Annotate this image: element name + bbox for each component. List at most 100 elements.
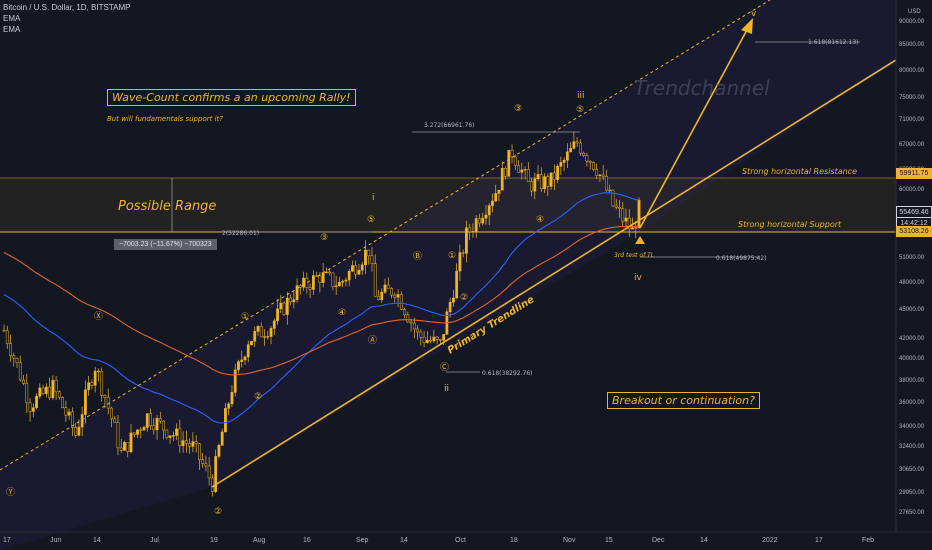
- candle-body: [25, 383, 29, 404]
- candle-body: [266, 336, 270, 338]
- candle-body: [240, 359, 244, 362]
- candle-body: [139, 429, 143, 431]
- wave-label-i: i: [372, 193, 375, 203]
- candle-body: [598, 174, 602, 176]
- candle-body: [106, 397, 110, 409]
- candle-body: [338, 282, 341, 287]
- price-axis-tick: 32400.00: [899, 444, 925, 451]
- candle-body: [90, 382, 94, 386]
- candle-body: [325, 271, 328, 273]
- price-axis[interactable]: 90000.00 85000.00 80000.00 75000.00 71000.00…: [896, 0, 932, 532]
- candle-body: [592, 161, 595, 170]
- candle-body: [546, 176, 550, 187]
- wave-label-5a: ⑤: [367, 215, 375, 225]
- wave-label-5b: ⑤: [576, 105, 584, 115]
- time-axis-tick: Jun: [50, 537, 62, 544]
- candle-body: [282, 302, 286, 315]
- price-axis-tick: 90000.00: [899, 18, 925, 25]
- candle-body: [432, 336, 436, 342]
- candle-body: [559, 162, 563, 167]
- candle-body: [295, 285, 299, 300]
- candle-body: [425, 339, 429, 343]
- candle-body: [211, 477, 214, 492]
- candle-body: [416, 328, 419, 333]
- candle-body: [500, 168, 504, 191]
- wave-label-3a: ③: [320, 233, 328, 243]
- price-axis-tick: 85000.00: [899, 42, 925, 49]
- candle-body: [87, 382, 91, 391]
- candle-body: [61, 397, 65, 409]
- candle-body: [70, 411, 74, 428]
- candle-body: [390, 288, 393, 296]
- candle-body: [347, 270, 351, 281]
- wave-label-1b: ①: [448, 251, 456, 261]
- projection-arrow[interactable]: [639, 27, 749, 229]
- candle-body: [331, 272, 335, 287]
- candle-body: [403, 309, 406, 316]
- candle-body: [624, 217, 628, 222]
- candle-body: [507, 149, 511, 177]
- candle-body: [41, 387, 45, 394]
- time-axis[interactable]: 17 Jun 14 Jul 19 Aug 16 Sep 14 Oct 18 Nov 15 Dec 14 202…: [0, 533, 932, 550]
- candle-body: [256, 326, 260, 332]
- candle-body: [360, 264, 364, 271]
- time-axis-tick: Oct: [455, 537, 466, 544]
- ema-indicator-label-2[interactable]: EMA: [3, 25, 21, 34]
- price-axis-tick: 48000.00: [899, 280, 925, 287]
- candle-body: [491, 200, 494, 206]
- candle-body: [318, 275, 322, 283]
- candle-body: [321, 272, 325, 283]
- candle-body: [565, 151, 569, 161]
- candle-body: [601, 174, 605, 177]
- candle-body: [152, 425, 156, 431]
- candle-body: [393, 294, 397, 298]
- candle-body: [533, 178, 537, 192]
- candle-body: [438, 339, 442, 341]
- ema-indicator-label[interactable]: EMA: [3, 14, 21, 23]
- candle-body: [165, 429, 169, 438]
- ema-fast-line[interactable]: [3, 192, 639, 424]
- candle-body: [171, 435, 175, 437]
- upper-channel-line[interactable]: [0, 0, 771, 471]
- candle-body: [478, 218, 481, 224]
- candle-body: [370, 255, 374, 264]
- candle-body: [579, 142, 582, 154]
- wave-label-2a: ②: [254, 392, 262, 402]
- price-axis-tick: 51000.00: [899, 255, 925, 262]
- symbol-title: Bitcoin / U.S. Dollar, 1D, BITSTAMP: [3, 3, 131, 12]
- candle-body: [510, 149, 514, 158]
- price-axis-tick: 80000.00: [899, 67, 925, 74]
- candle-body: [237, 361, 240, 371]
- candle-body: [178, 428, 182, 446]
- price-axis-tick: 45000.00: [899, 307, 925, 314]
- candle-body: [334, 285, 338, 287]
- ema-slow-line[interactable]: [3, 225, 640, 376]
- candle-body: [77, 426, 81, 436]
- primary-trendline[interactable]: [211, 59, 897, 488]
- candle-body: [351, 265, 354, 272]
- candle-body: [435, 336, 439, 340]
- candle-body: [399, 294, 403, 310]
- wave-label-B: Ⓑ: [413, 251, 422, 262]
- candle-body: [272, 320, 276, 329]
- candle-body: [452, 297, 455, 303]
- candle-body: [367, 249, 371, 257]
- candle-body: [484, 214, 488, 219]
- price-axis-tick: 40000.00: [899, 356, 925, 363]
- price-axis-tick: 27650.00: [899, 510, 925, 517]
- candle-body: [217, 445, 221, 457]
- candle-body: [552, 172, 556, 180]
- time-axis-tick: Dec: [652, 537, 665, 544]
- candle-body: [582, 152, 586, 156]
- candle-body: [110, 407, 113, 420]
- candle-body: [35, 395, 38, 408]
- candle-body: [97, 370, 100, 373]
- price-axis-tick: 36000.00: [899, 400, 925, 407]
- candle-body: [377, 296, 380, 301]
- candle-body: [637, 199, 641, 229]
- candle-body: [263, 336, 266, 338]
- candle-body: [308, 287, 312, 290]
- candle-body: [64, 407, 68, 416]
- candle-body: [341, 280, 345, 283]
